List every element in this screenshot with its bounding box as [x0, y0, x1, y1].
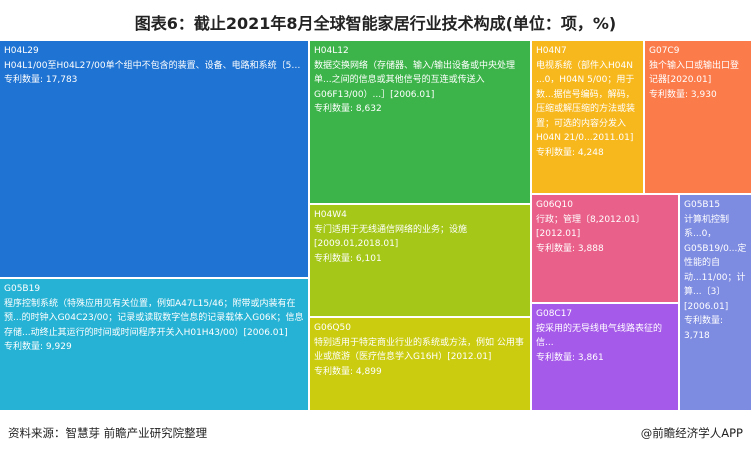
tile-code: G08C17 — [536, 309, 573, 319]
tile-value: 专利数量: 3,888 — [536, 242, 674, 257]
value-number: 17,783 — [45, 75, 78, 85]
tile-code: H04W4 — [314, 210, 347, 220]
tile-value: 专利数量: 3,718 — [684, 314, 747, 343]
value-number: 4,899 — [355, 366, 382, 377]
treemap-tile-g06q50[interactable]: G06Q50 特别适用于特定商业行业的系统或方法，例如 公用事业或旅游（医疗信息学… — [310, 318, 530, 410]
tile-code: G06Q10 — [536, 200, 573, 210]
treemap-tile-g05b15[interactable]: G05B15 计算机控制系...0，G05B19/0...定性能的自动...11/… — [680, 195, 751, 410]
value-label: 专利数量: — [536, 243, 578, 254]
tile-description: 特别适用于特定商业行业的系统或方法，例如 公用事业或旅游（医疗信息学入G16H）… — [314, 337, 524, 363]
treemap-tile-g05b19[interactable]: G05B19 程序控制系统（特殊应用见有关位置，例如A47L15/46；附带或内装… — [0, 279, 308, 410]
value-label: 专利数量: — [314, 253, 356, 264]
tile-description: 数据交换网络（存储器、输入/输出设备或中央处理单...之间的信息或其他信号的互连… — [314, 60, 516, 100]
value-label: 专利数量: — [536, 352, 578, 363]
tile-description: 电视系统（部件入H04N ...0，H04N 5/00；用于数...据信号编码，… — [536, 60, 636, 144]
treemap-tile-h04l12[interactable]: H04L12 数据交换网络（存储器、输入/输出设备或中央处理单...之间的信息或其… — [310, 41, 530, 203]
tile-description: H04L1/00至H04L27/00单个组中不包含的装置、设备、电路和系统〔5〕… — [4, 60, 304, 71]
tile-code: G06Q50 — [314, 323, 351, 333]
value-number: 3,861 — [577, 352, 604, 363]
tile-code: H04L29 — [4, 46, 39, 56]
tile-description: 行政；管理〔8,2012.01〕[2012.01] — [536, 214, 645, 240]
value-number: 8,632 — [355, 104, 382, 114]
value-label: 专利数量: — [4, 75, 46, 85]
tile-code: G05B15 — [684, 200, 721, 210]
chart-title: 图表6：截止2021年8月全球智能家居行业技术构成(单位：项，%) — [134, 14, 617, 33]
tile-code: H04L12 — [314, 46, 349, 56]
value-number: 3,888 — [577, 243, 604, 254]
value-number: 4,248 — [577, 147, 604, 158]
treemap-tile-g08c17[interactable]: G08C17 按采用的无导线电气线路表征的信... 专利数量: 3,861 — [532, 304, 678, 410]
tile-description: 程序控制系统（特殊应用见有关位置，例如A47L15/46；附带或内装有在预...… — [4, 298, 304, 338]
tile-value: 专利数量: 6,101 — [314, 252, 526, 267]
value-label: 专利数量: — [536, 147, 578, 158]
source-note: 资料来源：智慧芽 前瞻产业研究院整理 — [8, 426, 208, 440]
tile-description: 按采用的无导线电气线路表征的信... — [536, 323, 663, 349]
tile-description: 独个输入口或输出口登记器[2020.01] — [649, 60, 740, 86]
tile-value: 专利数量: 8,632 — [314, 102, 526, 117]
value-number: 6,101 — [355, 253, 382, 264]
treemap-tile-g07c9[interactable]: G07C9 独个输入口或输出口登记器[2020.01] 专利数量: 3,930 — [645, 41, 751, 193]
value-number: 3,930 — [690, 89, 717, 100]
tile-value: 专利数量: 9,929 — [4, 340, 304, 355]
treemap-tile-h04n7[interactable]: H04N7 电视系统（部件入H04N ...0，H04N 5/00；用于数...据… — [532, 41, 643, 193]
tile-value: 专利数量: 4,899 — [314, 365, 526, 380]
value-label: 专利数量: — [684, 316, 724, 326]
tile-code: H04N7 — [536, 46, 567, 56]
value-number: 3,718 — [684, 330, 710, 341]
treemap-tile-h04w4[interactable]: H04W4 专门适用于无线通信网络的业务；设施[2009.01,2018.01] 专… — [310, 205, 530, 316]
tile-value: 专利数量: 3,861 — [536, 351, 674, 366]
value-label: 专利数量: — [314, 104, 356, 114]
tile-description: 专门适用于无线通信网络的业务；设施[2009.01,2018.01] — [314, 224, 468, 250]
treemap-tile-g06q10[interactable]: G06Q10 行政；管理〔8,2012.01〕[2012.01] 专利数量: 3,8… — [532, 195, 678, 302]
tile-description: 计算机控制系...0，G05B19/0...定性能的自动...11/00；计算.… — [684, 214, 747, 312]
value-label: 专利数量: — [649, 89, 691, 100]
tile-code: G07C9 — [649, 46, 680, 56]
brand-note: @前瞻经济学人APP — [640, 426, 743, 440]
tile-value: 专利数量: 4,248 — [536, 146, 639, 161]
value-number: 9,929 — [45, 342, 72, 352]
value-label: 专利数量: — [314, 366, 356, 377]
treemap-tile-h04l29[interactable]: H04L29 H04L1/00至H04L27/00单个组中不包含的装置、设备、电路… — [0, 41, 308, 277]
tile-value: 专利数量: 3,930 — [649, 88, 747, 103]
tile-code: G05B19 — [4, 284, 41, 294]
value-label: 专利数量: — [4, 342, 46, 352]
tile-value: 专利数量: 17,783 — [4, 73, 304, 88]
